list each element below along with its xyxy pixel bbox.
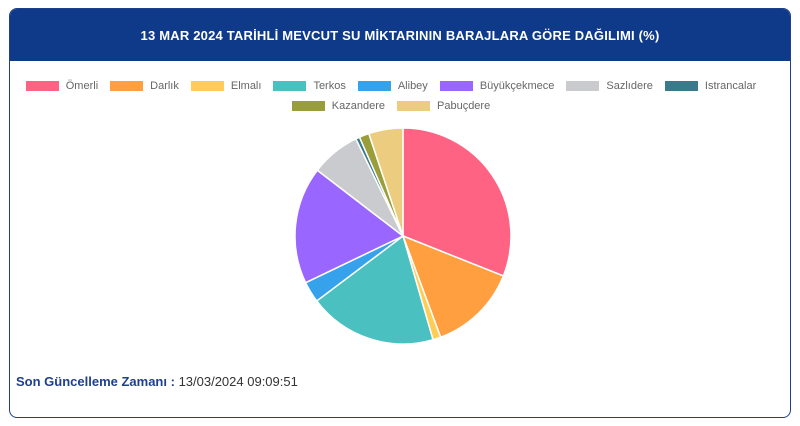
legend-item-0[interactable]: Ömerli — [25, 80, 99, 92]
chart-card: 13 MAR 2024 TARİHLİ MEVCUT SU MİKTARININ… — [9, 8, 791, 418]
legend-label: Terkos — [313, 80, 346, 92]
legend-row: Kazandere Pabuçdere — [0, 96, 782, 116]
legend-item-5[interactable]: Büyükçekmece — [439, 80, 555, 92]
pie-slice-3[interactable] — [315, 234, 434, 345]
legend-swatch — [291, 101, 325, 111]
legend-swatch — [664, 81, 698, 91]
legend-swatch — [273, 81, 307, 91]
legend-label: Istrancalar — [704, 80, 757, 92]
legend-swatch — [25, 81, 59, 91]
pie-slice-9[interactable] — [367, 127, 404, 237]
legend-item-1[interactable]: Darlık — [110, 80, 179, 92]
legend-row: Ömerli Darlık Elmalı Terkos Alibey Büyükçekme… — [0, 76, 782, 96]
last-update: Son Güncelleme Zamanı : 13/03/2024 09:09… — [16, 374, 298, 389]
legend-label: Büyükçekmece — [479, 80, 555, 92]
legend-item-4[interactable]: Alibey — [357, 80, 428, 92]
legend-swatch — [566, 81, 600, 91]
legend-label: Kazandere — [331, 100, 385, 112]
last-update-value: 13/03/2024 09:09:51 — [178, 374, 298, 389]
legend-item-8[interactable]: Kazandere — [291, 100, 385, 112]
chart-title: 13 MAR 2024 TARİHLİ MEVCUT SU MİKTARININ… — [140, 27, 660, 43]
legend-label: Darlık — [150, 80, 179, 92]
pie-slice-1[interactable] — [401, 234, 505, 339]
last-update-label: Son Güncelleme Zamanı : — [16, 374, 175, 389]
legend-label: Pabuçdere — [437, 100, 491, 112]
legend-item-2[interactable]: Elmalı — [190, 80, 262, 92]
legend-label: Elmalı — [230, 80, 262, 92]
legend-item-7[interactable]: Istrancalar — [664, 80, 757, 92]
legend-item-3[interactable]: Terkos — [273, 80, 346, 92]
legend-item-6[interactable]: Sazlıdere — [566, 80, 653, 92]
legend-swatch — [439, 81, 473, 91]
legend-swatch — [357, 81, 391, 91]
pie-slice-0[interactable] — [402, 127, 512, 277]
legend-swatch — [190, 81, 224, 91]
legend-swatch — [397, 101, 430, 111]
pie-slice-5[interactable] — [294, 169, 405, 284]
chart-legend: Ömerli Darlık Elmalı Terkos Alibey Büyükçekme… — [0, 76, 782, 116]
legend-label: Ömerli — [65, 80, 99, 92]
legend-label: Sazlıdere — [606, 80, 653, 92]
chart-header: 13 MAR 2024 TARİHLİ MEVCUT SU MİKTARININ… — [10, 9, 790, 61]
legend-item-9[interactable]: Pabuçdere — [397, 100, 490, 112]
legend-label: Alibey — [397, 80, 428, 92]
legend-swatch — [110, 81, 144, 91]
